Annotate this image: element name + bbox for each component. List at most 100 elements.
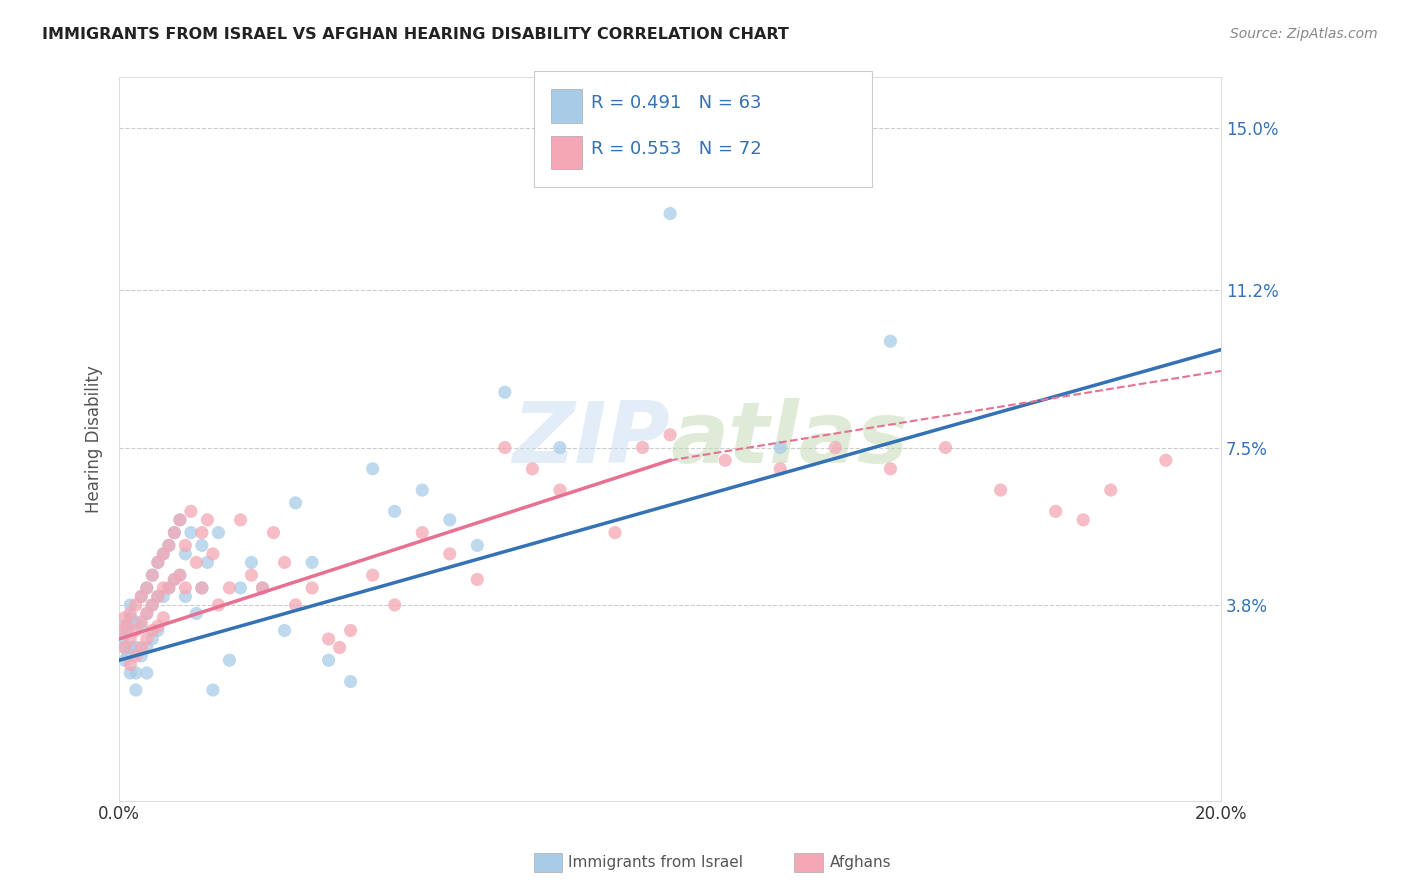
Point (240, 568, 263, 582)
Point (114, 640, 136, 655)
Point (117, 648, 139, 663)
Y-axis label: Hearing Disability: Hearing Disability (86, 365, 103, 513)
Text: R = 0.553   N = 72: R = 0.553 N = 72 (591, 140, 761, 158)
Text: Immigrants from Israel: Immigrants from Israel (568, 855, 742, 870)
Point (879, 334, 901, 348)
Point (603, 525, 626, 540)
Point (135, 665, 157, 680)
Point (141, 598, 163, 612)
Point (146, 555, 169, 569)
Point (218, 653, 240, 667)
Point (146, 590, 169, 604)
Point (522, 462, 544, 476)
Text: Afghans: Afghans (830, 855, 891, 870)
Point (186, 607, 208, 621)
Point (284, 496, 307, 510)
Point (141, 632, 163, 646)
Point (152, 590, 174, 604)
Point (197, 555, 219, 569)
Point (135, 607, 157, 621)
Point (201, 683, 224, 698)
Point (157, 581, 180, 595)
Point (1071, 513, 1094, 527)
Point (131, 619, 153, 633)
Point (131, 590, 153, 604)
Point (169, 513, 191, 527)
Point (117, 624, 139, 638)
Point (174, 590, 197, 604)
Point (135, 640, 157, 655)
Point (465, 573, 488, 587)
Point (157, 538, 180, 552)
Point (125, 648, 148, 663)
Point (197, 513, 219, 527)
Point (125, 615, 148, 629)
Point (273, 624, 295, 638)
Point (152, 581, 174, 595)
Text: IMMIGRANTS FROM ISRAEL VS AFGHAN HEARING DISABILITY CORRELATION CHART: IMMIGRANTS FROM ISRAEL VS AFGHAN HEARING… (42, 27, 789, 42)
Point (284, 598, 307, 612)
Point (207, 525, 229, 540)
Point (494, 385, 516, 400)
Point (411, 483, 433, 497)
Point (361, 568, 384, 582)
Point (191, 538, 214, 552)
Point (163, 525, 186, 540)
Point (135, 632, 157, 646)
Point (714, 453, 737, 467)
Point (120, 607, 142, 621)
Point (824, 441, 846, 455)
Point (131, 590, 153, 604)
Point (146, 624, 169, 638)
Point (879, 462, 901, 476)
Point (548, 441, 571, 455)
Point (218, 581, 240, 595)
Point (229, 581, 252, 595)
Point (384, 598, 406, 612)
Point (1154, 453, 1177, 467)
Text: R = 0.491   N = 63: R = 0.491 N = 63 (591, 94, 761, 112)
Point (191, 581, 214, 595)
Point (120, 610, 142, 624)
Point (229, 513, 252, 527)
Point (125, 683, 148, 698)
Point (273, 555, 295, 569)
Point (125, 624, 148, 638)
Point (990, 483, 1012, 497)
Point (131, 648, 153, 663)
Point (384, 504, 406, 518)
Point (146, 590, 169, 604)
Point (141, 568, 163, 582)
Point (157, 538, 180, 552)
Point (169, 513, 191, 527)
Text: ZIP: ZIP (512, 398, 671, 481)
Point (252, 581, 274, 595)
Point (494, 441, 516, 455)
Point (439, 513, 461, 527)
Point (1045, 504, 1067, 518)
Point (141, 598, 163, 612)
Point (125, 640, 148, 655)
Point (135, 581, 157, 595)
Point (169, 568, 191, 582)
Point (163, 573, 186, 587)
Point (240, 555, 263, 569)
Point (120, 657, 142, 672)
Point (152, 610, 174, 624)
Point (114, 619, 136, 633)
Point (117, 619, 139, 633)
Point (131, 615, 153, 629)
Point (135, 581, 157, 595)
Point (120, 640, 142, 655)
Point (114, 653, 136, 667)
Point (191, 581, 214, 595)
Point (180, 504, 202, 518)
Point (157, 581, 180, 595)
Point (934, 441, 956, 455)
Point (769, 462, 792, 476)
Point (361, 462, 384, 476)
Point (301, 581, 323, 595)
Point (207, 598, 229, 612)
Point (125, 665, 148, 680)
Point (439, 547, 461, 561)
